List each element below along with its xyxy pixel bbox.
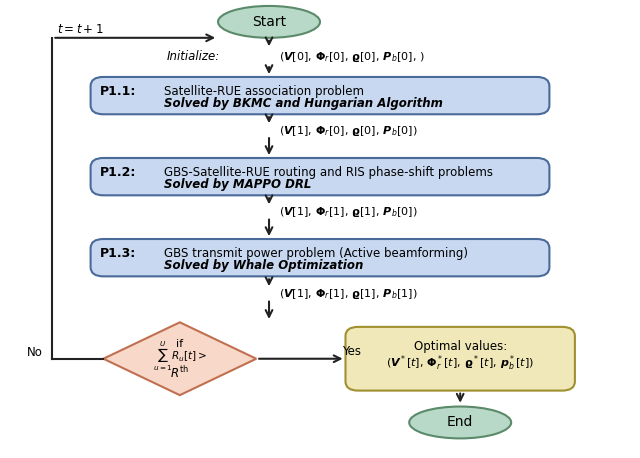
Text: Start: Start bbox=[252, 15, 286, 29]
Text: Initialize:: Initialize: bbox=[167, 50, 220, 63]
Text: P1.1:: P1.1: bbox=[100, 85, 136, 98]
Text: GBS transmit power problem (Active beamforming): GBS transmit power problem (Active beamf… bbox=[164, 246, 468, 260]
Text: Optimal values:: Optimal values: bbox=[413, 340, 507, 354]
Text: End: End bbox=[447, 415, 474, 430]
Text: GBS-Satellite-RUE routing and RIS phase-shift problems: GBS-Satellite-RUE routing and RIS phase-… bbox=[164, 166, 493, 179]
Text: $(\boldsymbol{V}[1],\, \boldsymbol{\Phi}_r[1],\, \mathbf{\varrho}[1],\, \boldsym: $(\boldsymbol{V}[1],\, \boldsymbol{\Phi}… bbox=[278, 205, 417, 219]
Text: Yes: Yes bbox=[342, 345, 362, 358]
Text: Solved by MAPPO DRL: Solved by MAPPO DRL bbox=[164, 178, 311, 191]
Text: $(\boldsymbol{V}^*[t],\, \boldsymbol{\Phi}^*_r[t],\, \mathbf{\varrho}^*[t],\, \b: $(\boldsymbol{V}^*[t],\, \boldsymbol{\Ph… bbox=[387, 354, 534, 373]
Text: $R^{\mathrm{th}}$: $R^{\mathrm{th}}$ bbox=[170, 365, 189, 381]
Text: Solved by BKMC and Hungarian Algorithm: Solved by BKMC and Hungarian Algorithm bbox=[164, 97, 443, 110]
FancyBboxPatch shape bbox=[346, 327, 575, 391]
Ellipse shape bbox=[409, 407, 511, 438]
Text: if: if bbox=[176, 339, 184, 349]
Text: Solved by Whale Optimization: Solved by Whale Optimization bbox=[164, 259, 364, 273]
Text: $(\boldsymbol{V}[1],\, \boldsymbol{\Phi}_r[0],\, \mathbf{\varrho}[0],\, \boldsym: $(\boldsymbol{V}[1],\, \boldsymbol{\Phi}… bbox=[278, 124, 417, 138]
FancyBboxPatch shape bbox=[91, 158, 549, 195]
FancyBboxPatch shape bbox=[91, 77, 549, 114]
Text: No: No bbox=[27, 346, 43, 359]
Text: $t=t+1$: $t=t+1$ bbox=[58, 23, 104, 36]
Text: P1.2:: P1.2: bbox=[100, 166, 136, 179]
FancyBboxPatch shape bbox=[91, 239, 549, 276]
Text: P1.3:: P1.3: bbox=[100, 246, 136, 260]
Ellipse shape bbox=[218, 6, 320, 38]
Text: $(\boldsymbol{V}[1],\, \boldsymbol{\Phi}_r[1],\, \mathbf{\varrho}[1],\, \boldsym: $(\boldsymbol{V}[1],\, \boldsymbol{\Phi}… bbox=[278, 287, 417, 301]
Text: Satellite-RUE association problem: Satellite-RUE association problem bbox=[164, 85, 364, 98]
Text: $(\boldsymbol{V}[0],\, \boldsymbol{\Phi}_r[0],\, \mathbf{\varrho}[0],\, \boldsym: $(\boldsymbol{V}[0],\, \boldsymbol{\Phi}… bbox=[278, 50, 424, 64]
Text: $\sum_{u=1}^{U} R_u[t] >$: $\sum_{u=1}^{U} R_u[t] >$ bbox=[153, 340, 207, 373]
Polygon shape bbox=[103, 322, 256, 395]
